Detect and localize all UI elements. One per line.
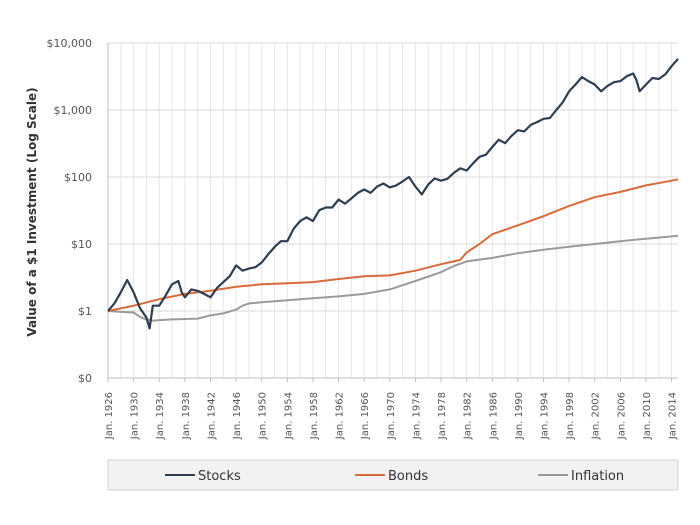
x-tick-label: Jan. 2010 bbox=[642, 392, 653, 440]
x-tick-label: Jan. 1994 bbox=[540, 392, 551, 440]
series-lines bbox=[107, 58, 679, 330]
x-tick-label: Jan. 1962 bbox=[335, 392, 346, 440]
x-tick-label: Jan. 1958 bbox=[309, 392, 320, 440]
x-tick-label: Jan. 1990 bbox=[514, 392, 525, 440]
x-tick-label: Jan. 1982 bbox=[463, 392, 474, 440]
x-tick-label: Jan. 1942 bbox=[206, 392, 217, 440]
x-tick-label: Jan. 1950 bbox=[258, 392, 269, 440]
y-tick-label: $0 bbox=[78, 372, 92, 385]
x-tick-label: Jan. 2006 bbox=[616, 392, 627, 440]
x-tick-label: Jan. 1926 bbox=[104, 392, 115, 440]
legend-label-bonds: Bonds bbox=[388, 469, 428, 484]
legend-box bbox=[107, 459, 679, 491]
x-tick-labels: Jan. 1926 Jan. 1930 Jan. 1934 Jan. 1938 Jan.… bbox=[104, 392, 679, 440]
x-tick-label: Jan. 2002 bbox=[591, 392, 602, 440]
y-tick-label: $1,000 bbox=[54, 104, 93, 117]
x-tick-label: Jan. 1970 bbox=[386, 392, 397, 440]
x-tick-label: Jan. 1938 bbox=[181, 392, 192, 440]
series-line-inflation bbox=[107, 234, 679, 322]
legend-label-inflation: Inflation bbox=[571, 469, 624, 484]
series-line-stocks bbox=[107, 58, 679, 330]
x-tick-label: Jan. 1930 bbox=[130, 392, 141, 440]
y-tick-label: $10,000 bbox=[47, 37, 93, 50]
x-tick-label: Jan. 2014 bbox=[668, 392, 679, 440]
y-tick-label: $10 bbox=[71, 238, 92, 251]
x-tick-label: Jan. 1954 bbox=[283, 392, 294, 440]
x-tick-label: Jan. 1946 bbox=[232, 392, 243, 440]
x-tick-label: Jan. 1934 bbox=[155, 392, 166, 440]
legend-label-stocks: Stocks bbox=[198, 469, 241, 484]
x-tick-label: Jan. 1974 bbox=[411, 392, 422, 440]
grid bbox=[107, 42, 678, 379]
y-tick-label: $100 bbox=[64, 171, 92, 184]
x-tick-label: Jan. 1998 bbox=[565, 392, 576, 440]
y-axis-label: Value of a $1 Investment (Log Scale) bbox=[25, 87, 39, 336]
y-tick-labels: $0 $1 $10 $100 $1,000 $10,000 bbox=[47, 37, 93, 385]
legend: Stocks Bonds Inflation bbox=[107, 459, 679, 491]
series-line-bonds bbox=[107, 178, 679, 312]
axes bbox=[107, 43, 678, 382]
y-tick-label: $1 bbox=[78, 305, 92, 318]
x-tick-label: Jan. 1986 bbox=[488, 392, 499, 440]
x-tick-label: Jan. 1966 bbox=[360, 392, 371, 440]
x-tick-label: Jan. 1978 bbox=[437, 392, 448, 440]
plot-area bbox=[108, 43, 678, 378]
